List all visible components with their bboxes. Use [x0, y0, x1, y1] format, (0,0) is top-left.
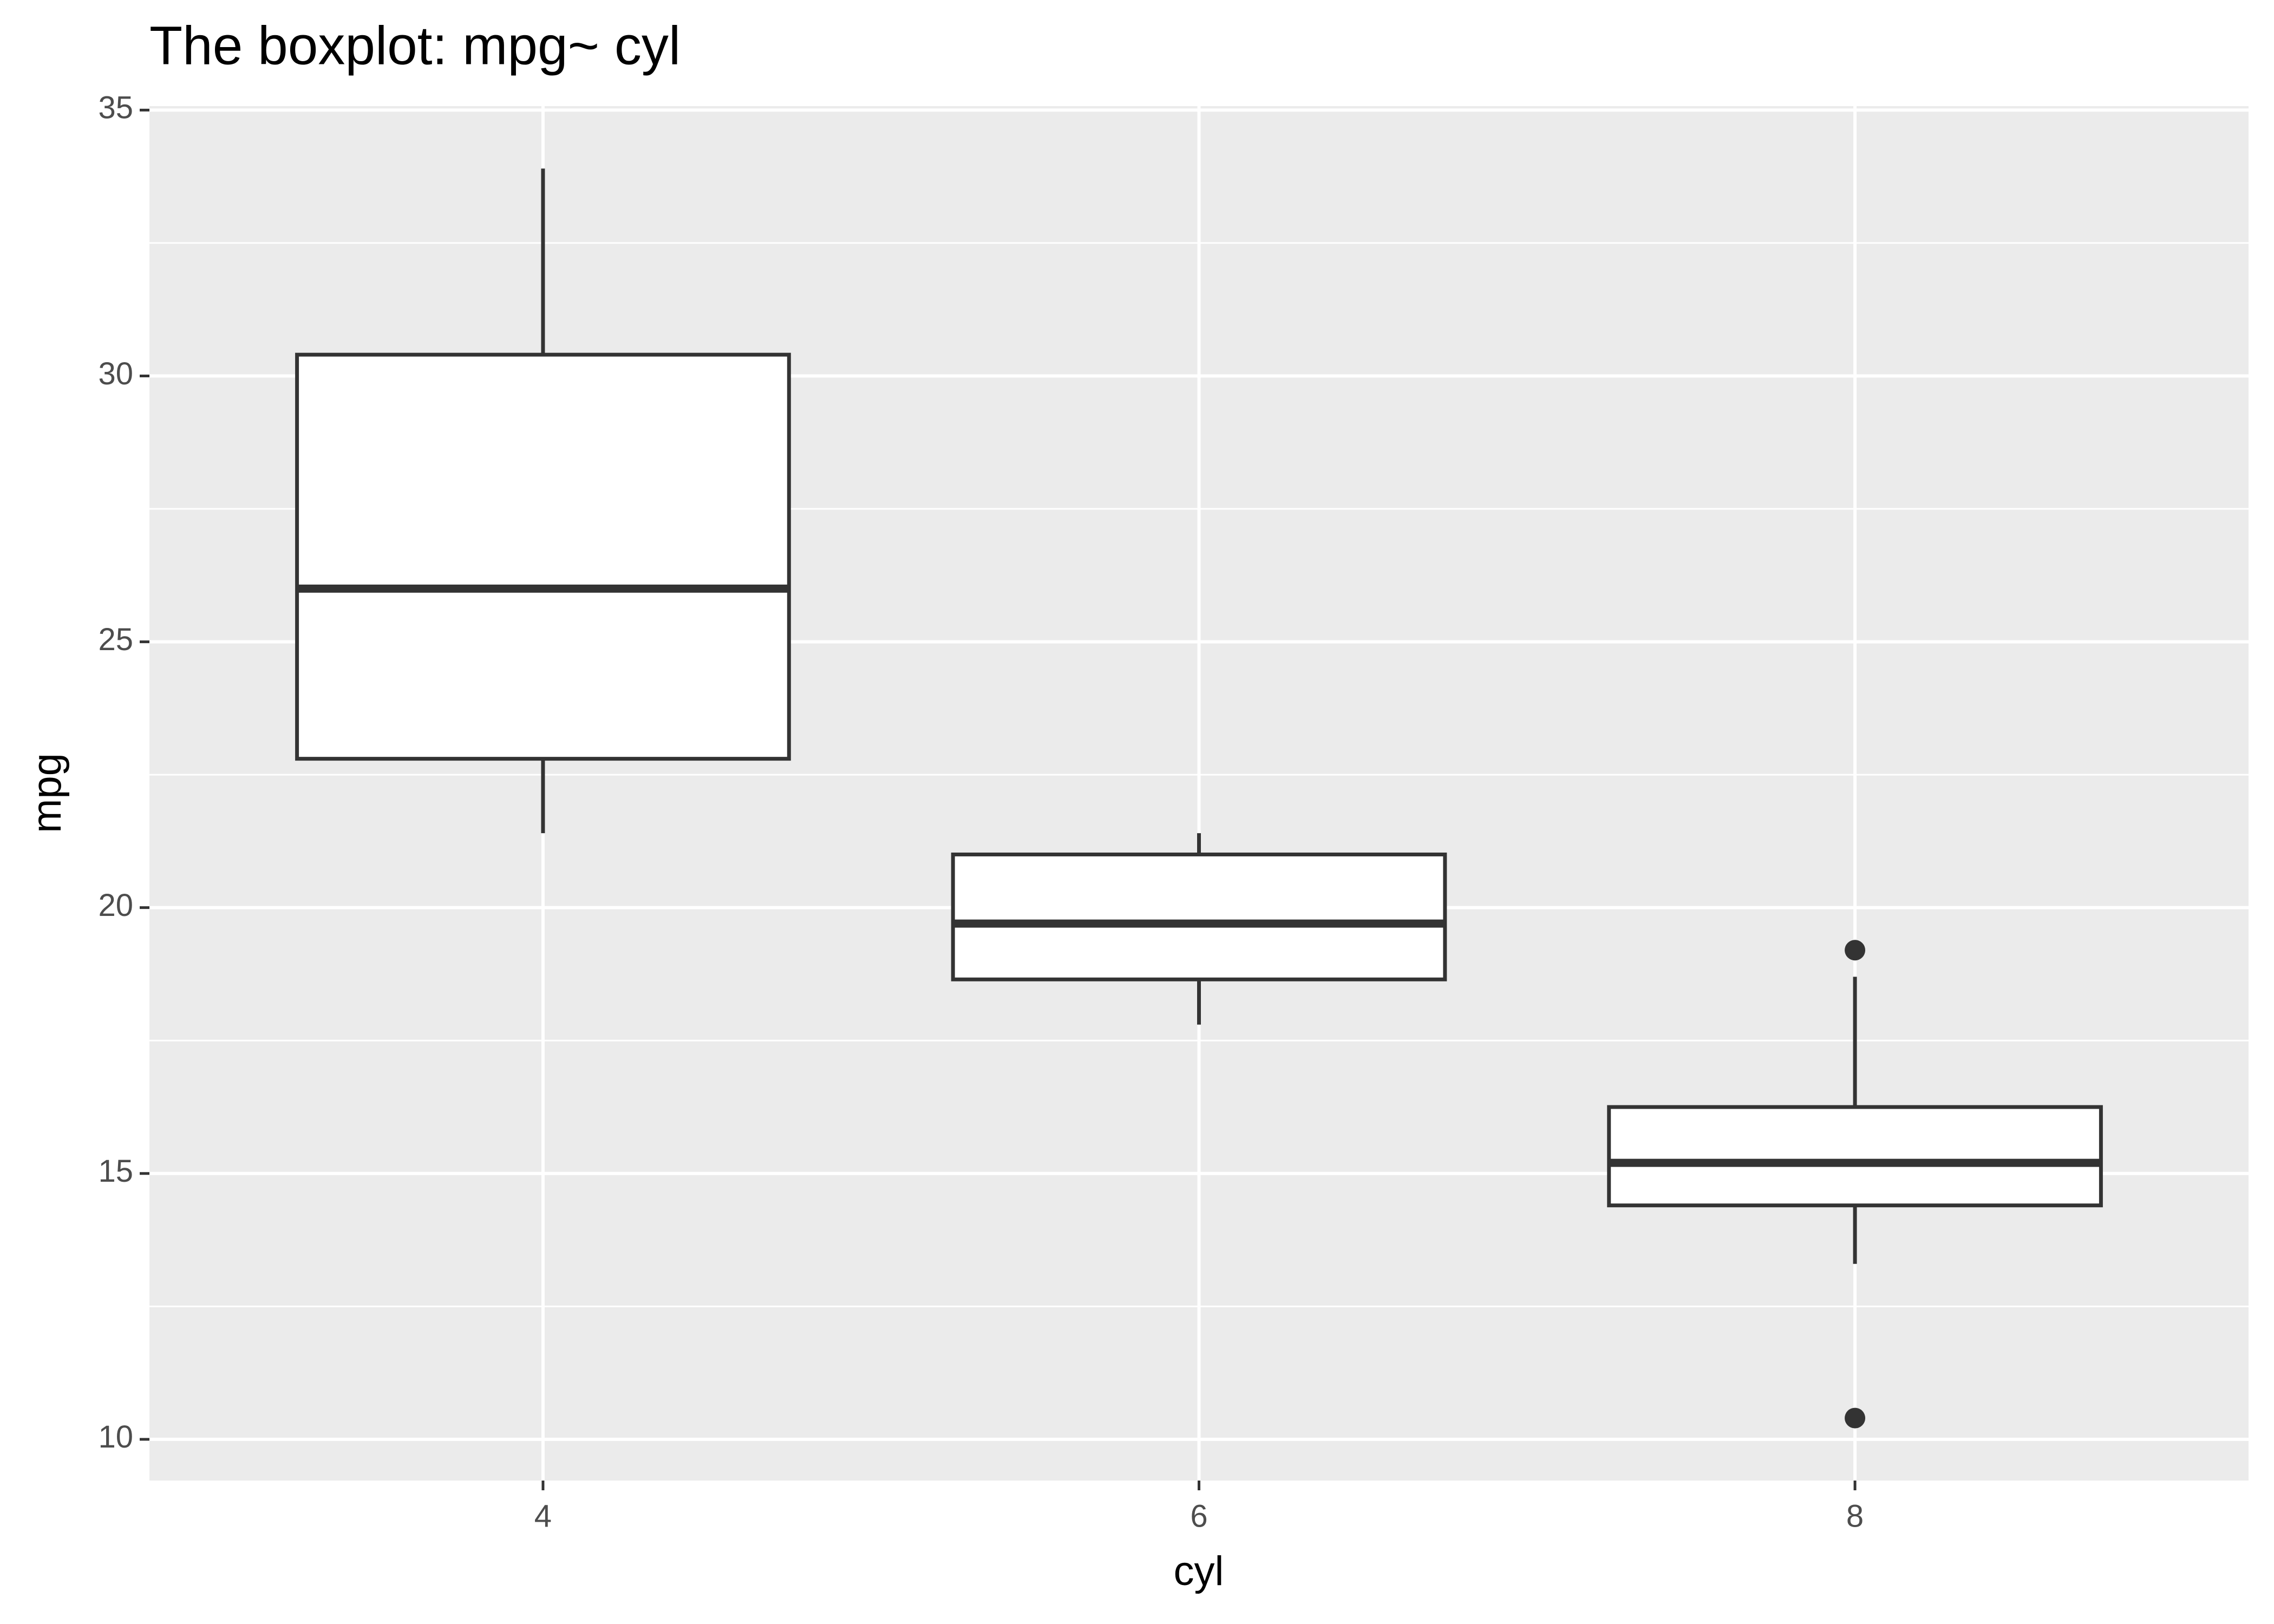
- y-tick-label: 25: [98, 622, 133, 657]
- outlier-point: [1845, 1407, 1866, 1429]
- x-tick-label: 8: [1846, 1498, 1864, 1534]
- box: [1607, 1105, 2103, 1208]
- box: [951, 852, 1447, 981]
- chart-title: The boxplot: mpg~ cyl: [149, 15, 681, 76]
- x-tick-label: 6: [1190, 1498, 1207, 1534]
- box: [295, 352, 791, 761]
- y-tick-label: 35: [98, 90, 133, 126]
- y-tick-label: 20: [98, 888, 133, 923]
- y-tick-label: 15: [98, 1154, 133, 1189]
- outlier-point: [1845, 940, 1866, 961]
- y-axis-title: mpg: [24, 753, 70, 833]
- y-tick-label: 10: [98, 1419, 133, 1455]
- y-tick-label: 30: [98, 356, 133, 391]
- x-axis-title: cyl: [1174, 1548, 1224, 1594]
- x-tick-label: 4: [534, 1498, 552, 1534]
